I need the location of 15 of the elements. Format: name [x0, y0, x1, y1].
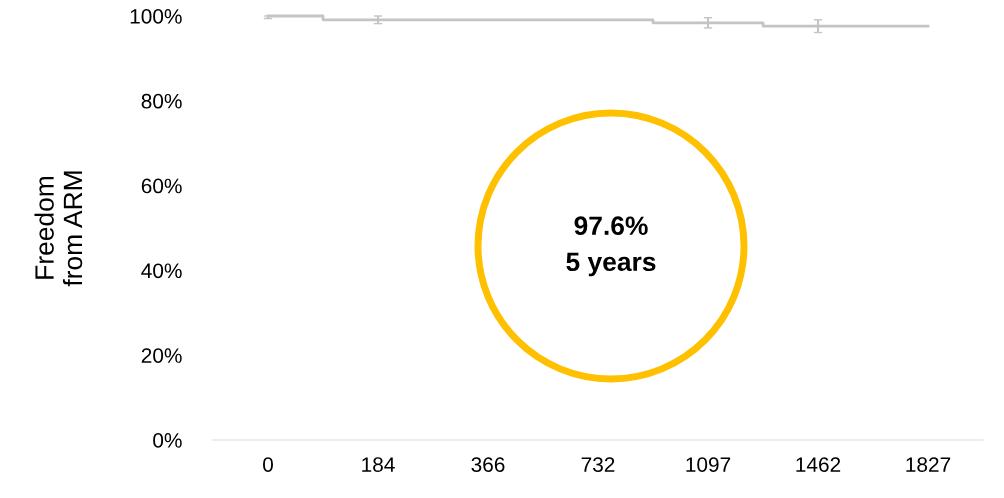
y-tick-label: 80% — [141, 93, 182, 109]
x-tick-label: 732 — [581, 457, 615, 472]
x-tick-label: 366 — [471, 457, 505, 472]
x-tick-label: 184 — [362, 457, 395, 472]
y-tick-label: 60% — [141, 178, 182, 194]
y-axis-title: Freedom from ARM — [34, 171, 83, 287]
x-tick-label: 1462 — [796, 457, 841, 472]
x-tick-label: 1097 — [686, 457, 731, 472]
y-tick-label: 20% — [141, 348, 182, 363]
y-tick-label: 100% — [130, 9, 182, 24]
y-tick-label: 0% — [153, 433, 182, 448]
x-tick-label: 0 — [263, 457, 273, 472]
annotation: 97.6% 5 years — [566, 216, 656, 277]
x-tick-label: 1827 — [906, 457, 951, 472]
y-tick-label: 40% — [141, 263, 182, 279]
